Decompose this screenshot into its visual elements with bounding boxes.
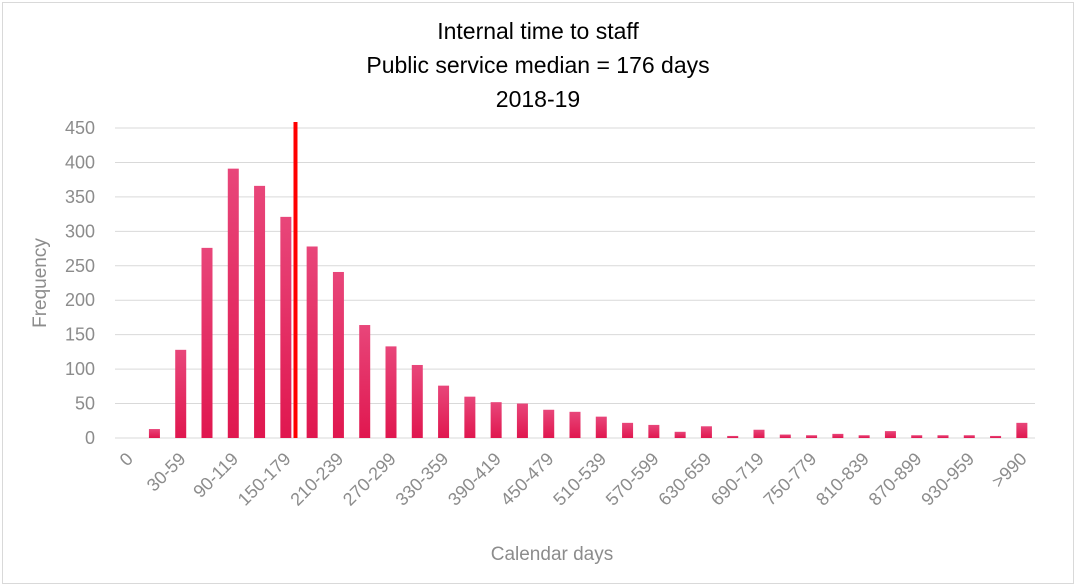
bar [306, 246, 318, 438]
bar [884, 431, 896, 438]
y-tick-label: 400 [65, 152, 95, 172]
bars [148, 168, 1028, 438]
bar [569, 411, 581, 438]
bar [332, 271, 344, 438]
bar [1016, 422, 1028, 438]
bar [227, 168, 239, 438]
y-axis-title: Frequency [30, 238, 51, 328]
x-tick-label: 690-719 [707, 449, 768, 510]
y-tick-label: 200 [65, 290, 95, 310]
y-tick-label: 300 [65, 221, 95, 241]
y-tick-label: 50 [75, 394, 95, 414]
x-tick-label: 750-779 [760, 449, 821, 510]
y-tick-label: 150 [65, 325, 95, 345]
title-line-1: Internal time to staff [437, 18, 639, 44]
bar [911, 435, 923, 438]
bar [490, 402, 502, 438]
x-tick-label: 30-59 [143, 449, 190, 496]
bar [175, 349, 187, 438]
bar [727, 435, 739, 438]
bar [543, 409, 555, 438]
bar [411, 364, 423, 438]
y-tick-label: 350 [65, 187, 95, 207]
x-tick-label: 630-659 [654, 449, 715, 510]
bar [700, 426, 712, 438]
x-tick-label: 90-119 [189, 449, 242, 502]
bar [963, 435, 975, 438]
title-line-3: 2018-19 [495, 86, 581, 112]
bar [280, 216, 292, 438]
bar [622, 422, 634, 438]
y-tick-label: 100 [65, 359, 95, 379]
y-tick-label: 0 [85, 428, 95, 448]
x-axis-title: Calendar days [491, 544, 614, 565]
x-tick-label: 810-839 [812, 449, 873, 510]
bar [858, 435, 870, 438]
bar [201, 247, 213, 438]
bar [753, 429, 765, 438]
x-tick-label: >990 [988, 449, 1031, 492]
bar [385, 346, 397, 438]
bar [990, 435, 1002, 438]
y-tick-label: 250 [65, 256, 95, 276]
x-tick-label: 930-959 [917, 449, 978, 510]
x-tick-label: 510-539 [549, 449, 610, 510]
x-tick-label: 150-179 [234, 449, 295, 510]
x-tick-label: 390-419 [444, 449, 505, 510]
bar [595, 416, 607, 438]
bar [254, 185, 266, 438]
bar [806, 435, 818, 438]
bar [779, 434, 791, 438]
bar [674, 431, 686, 438]
title-line-2: Public service median = 176 days [366, 52, 710, 78]
x-tick-label: 450-479 [497, 449, 558, 510]
bar [148, 429, 160, 438]
x-tick-label: 570-599 [602, 449, 663, 510]
bar [464, 396, 476, 438]
bar [937, 435, 949, 438]
bar [832, 433, 844, 438]
gridlines [115, 127, 1035, 439]
x-tick-label: 330-359 [392, 449, 453, 510]
bar [438, 385, 450, 438]
bar [648, 424, 660, 438]
x-tick-label: 0 [116, 449, 137, 470]
x-axis-ticks: 0 30-59 90-119150-179210-239270-299330-359… [116, 449, 1031, 510]
x-tick-label: 870-899 [865, 449, 926, 510]
y-axis-ticks: 0 50 100 150 200 250 300 350 400 450 [65, 118, 95, 448]
x-tick-label: 210-239 [286, 449, 347, 510]
bar [359, 325, 371, 438]
bar [516, 403, 528, 438]
x-tick-label: 270-299 [339, 449, 400, 510]
chart-title: Internal time to staff Public service me… [0, 14, 1076, 116]
y-tick-label: 450 [65, 118, 95, 138]
